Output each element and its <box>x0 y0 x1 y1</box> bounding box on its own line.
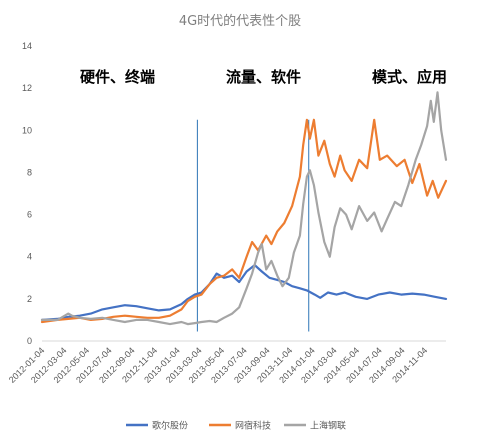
legend-label: 歌尔股份 <box>152 420 188 432</box>
chart-title: 4G时代的代表性个股 <box>179 13 301 29</box>
series-line-2 <box>40 91 448 326</box>
y-tick-label: 14 <box>22 41 32 51</box>
annotation-model: 模式、应用 <box>372 68 447 86</box>
y-tick-label: 6 <box>27 210 32 220</box>
legend: 歌尔股份 网宿科技 上海钢联 <box>126 420 346 432</box>
y-tick-label: 4 <box>27 252 32 262</box>
y-tick-label: 12 <box>22 83 32 93</box>
y-tick-label: 0 <box>27 336 32 346</box>
y-tick-label: 10 <box>22 125 32 135</box>
series-line-1 <box>40 118 448 324</box>
phase-dividers <box>196 119 310 332</box>
x-axis: 2012-01-042012-03-042012-05-042012-07-04… <box>7 340 446 385</box>
y-axis: 0 2 4 6 8 10 12 14 <box>22 41 32 346</box>
legend-label: 网宿科技 <box>235 420 271 432</box>
annotation-traffic: 流量、软件 <box>226 68 301 86</box>
annotation-hardware: 硬件、终端 <box>80 68 155 86</box>
y-tick-label: 8 <box>27 167 32 177</box>
series-line-0 <box>40 264 448 321</box>
legend-label: 上海钢联 <box>310 420 346 432</box>
series-lines <box>40 91 448 326</box>
y-tick-label: 2 <box>27 294 32 304</box>
